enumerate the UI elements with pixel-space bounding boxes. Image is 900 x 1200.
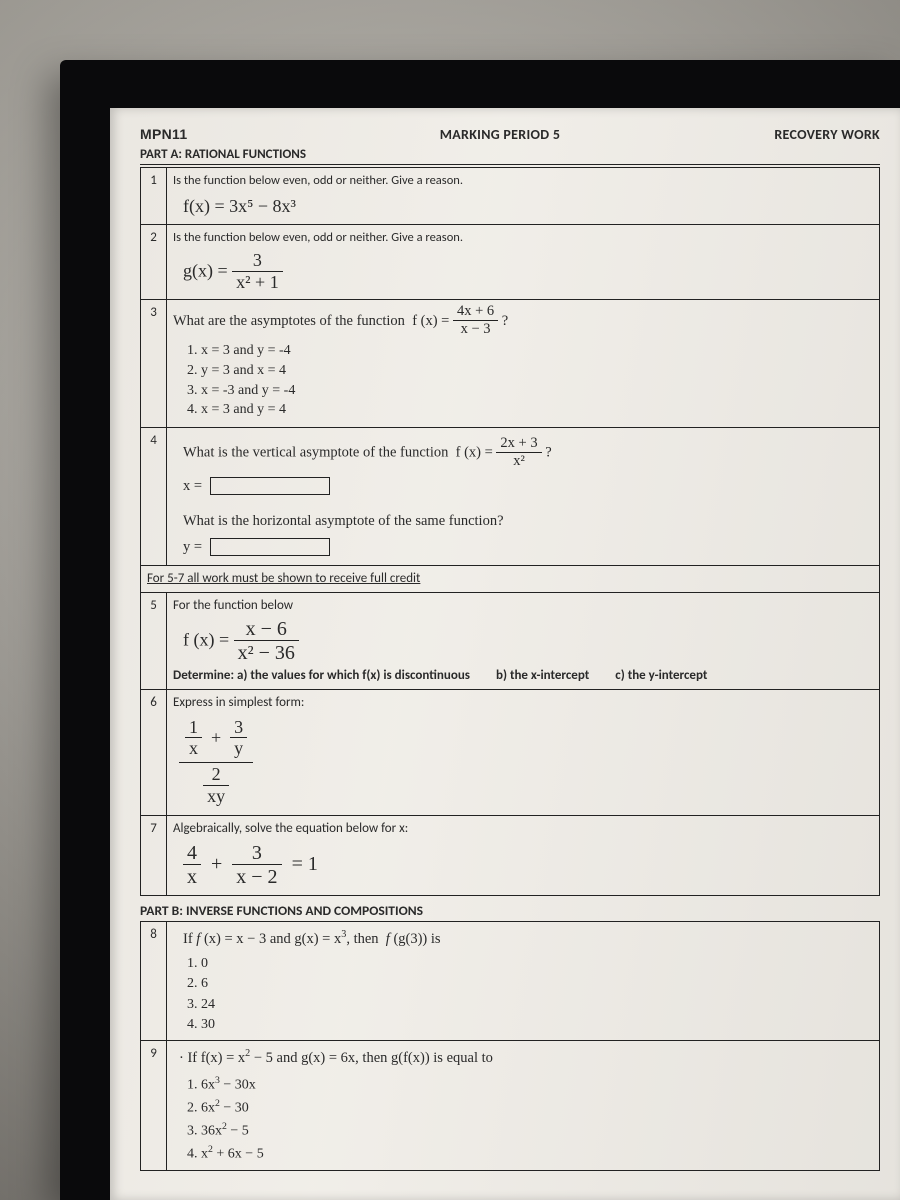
part-a-title: PART A: RATIONAL FUNCTIONS: [140, 147, 880, 165]
q3-opt-3[interactable]: 3. x = -3 and y = -4: [187, 382, 873, 401]
q2-formula: g(x) = 3 x² + 1: [173, 247, 873, 295]
q5-number: 5: [141, 592, 167, 689]
q6-number: 6: [141, 689, 167, 815]
q5-subparts: Determine: a) the values for which f(x) …: [173, 667, 873, 685]
q4-num: 2x + 3: [496, 436, 541, 453]
q5-formula: f (x) = x − 6 x² − 36: [173, 614, 873, 667]
q7-number: 7: [141, 816, 167, 896]
q4-qmark: ?: [545, 445, 551, 461]
q6-prompt: Express in simplest form:: [173, 694, 873, 712]
q9-options: 1. 6x3 − 30x 2. 6x2 − 30 3. 36x2 − 5 4. …: [173, 1074, 873, 1165]
q1-row: 1 Is the function below even, odd or nei…: [141, 168, 880, 225]
part-b-table: 8 If f (x) = x − 3 and g(x) = x3, then f…: [140, 921, 880, 1172]
q8-number: 8: [141, 921, 167, 1040]
q9-opt-1[interactable]: 1. 6x3 − 30x: [187, 1074, 873, 1096]
q7-den2: x − 2: [232, 865, 281, 889]
q5-den: x² − 36: [234, 641, 299, 665]
q7-equation: 4 x + 3 x − 2 = 1: [173, 838, 873, 891]
q5-part-b: b) the x-intercept: [496, 667, 589, 685]
q9-number: 9: [141, 1041, 167, 1171]
binder: MPN11 MARKING PERIOD 5 RECOVERY WORK PAR…: [60, 60, 900, 1200]
q3-number: 3: [141, 300, 167, 428]
q3-qmark: ?: [502, 313, 508, 329]
q2-den: x² + 1: [232, 272, 283, 294]
q2-row: 2 Is the function below even, odd or nei…: [141, 225, 880, 300]
q3-opt-2[interactable]: 2. y = 3 and x = 4: [187, 362, 873, 381]
q3-opt-4[interactable]: 4. x = 3 and y = 4: [187, 401, 873, 420]
q9-opt-3[interactable]: 3. 36x2 − 5: [187, 1120, 873, 1142]
q5-lhs: f (x) =: [183, 630, 229, 650]
q4-horiz-prompt: What is the horizontal asymptote of the …: [173, 496, 873, 538]
q5-part-c: c) the y-intercept: [615, 667, 707, 685]
q9-stem: · If f(x) = x2 − 5 and g(x) = 6x, then g…: [173, 1045, 873, 1072]
q4-vert-prompt: What is the vertical asymptote of the fu…: [183, 445, 448, 461]
q5-num: x − 6: [234, 618, 299, 641]
q5-row: 5 For the function below f (x) = x − 6 x…: [141, 592, 880, 689]
q4-y-answer-box[interactable]: [210, 538, 330, 556]
page-header: MPN11 MARKING PERIOD 5 RECOVERY WORK: [140, 126, 880, 143]
q3-prompt: What are the asymptotes of the function …: [173, 313, 508, 329]
q3-den: x − 3: [453, 321, 498, 338]
worksheet-page: MPN11 MARKING PERIOD 5 RECOVERY WORK PAR…: [110, 108, 900, 1200]
q8-opt-4[interactable]: 4. 30: [187, 1016, 873, 1035]
q2-lhs: g(x) =: [183, 260, 228, 280]
q8-stem: If f (x) = x − 3 and g(x) = x3, then f (…: [173, 926, 873, 953]
q3-opt-1[interactable]: 1. x = 3 and y = -4: [187, 342, 873, 361]
part-b-title: PART B: INVERSE FUNCTIONS AND COMPOSITIO…: [140, 902, 880, 919]
recovery-label: RECOVERY WORK: [660, 126, 880, 143]
q7-num2: 3: [232, 842, 281, 865]
q8-options: 1. 0 2. 6 3. 24 4. 30: [173, 955, 873, 1035]
q3-lhs: f (x) =: [412, 313, 449, 329]
q7-num1: 4: [183, 842, 201, 865]
q4-den: x²: [496, 453, 541, 470]
q1-formula: f(x) = 3x⁵ − 8x³: [173, 190, 873, 220]
show-work-banner-row: For 5-7 all work must be shown to receiv…: [141, 566, 880, 593]
q3-options: 1. x = 3 and y = -4 2. y = 3 and x = 4 3…: [173, 339, 873, 424]
q7-row: 7 Algebraically, solve the equation belo…: [141, 816, 880, 896]
q3-row: 3 What are the asymptotes of the functio…: [141, 300, 880, 428]
q8-opt-1[interactable]: 1. 0: [187, 955, 873, 974]
q7-rhs: = 1: [292, 853, 318, 875]
q8-opt-2[interactable]: 2. 6: [187, 975, 873, 994]
q3-num: 4x + 6: [453, 304, 498, 321]
q9-opt-2[interactable]: 2. 6x2 − 30: [187, 1097, 873, 1119]
q2-prompt: Is the function below even, odd or neith…: [173, 230, 463, 245]
q6-row: 6 Express in simplest form: 1x + 3y 2xy: [141, 689, 880, 815]
q9-opt-4[interactable]: 4. x2 + 6x − 5: [187, 1143, 873, 1165]
q1-prompt: Is the function below even, odd or neith…: [173, 173, 463, 188]
q2-num: 3: [232, 251, 283, 272]
q8-row: 8 If f (x) = x − 3 and g(x) = x3, then f…: [141, 921, 880, 1040]
q3-prompt-text: What are the asymptotes of the function: [173, 313, 405, 329]
q4-lhs: f (x) =: [456, 445, 493, 461]
marking-period: MARKING PERIOD 5: [340, 126, 660, 143]
q7-den1: x: [183, 865, 201, 889]
q6-expression: 1x + 3y 2xy: [173, 712, 873, 812]
q4-row: 4 What is the vertical asymptote of the …: [141, 428, 880, 566]
q4-x-label: x =: [183, 478, 202, 494]
q7-plus: +: [211, 853, 222, 875]
part-a-table: 1 Is the function below even, odd or nei…: [140, 167, 880, 896]
q7-prompt: Algebraically, solve the equation below …: [173, 820, 873, 838]
course-code: MPN11: [140, 126, 340, 143]
q5-prompt: For the function below: [173, 597, 873, 615]
q1-number: 1: [141, 168, 167, 225]
show-work-banner: For 5-7 all work must be shown to receiv…: [141, 566, 880, 593]
q4-y-label: y =: [183, 539, 202, 555]
q5-part-a: Determine: a) the values for which f(x) …: [173, 667, 470, 685]
q4-number: 4: [141, 428, 167, 566]
q8-opt-3[interactable]: 3. 24: [187, 996, 873, 1015]
q2-number: 2: [141, 225, 167, 300]
q9-row: 9 · If f(x) = x2 − 5 and g(x) = 6x, then…: [141, 1041, 880, 1171]
q4-x-answer-box[interactable]: [210, 477, 330, 495]
